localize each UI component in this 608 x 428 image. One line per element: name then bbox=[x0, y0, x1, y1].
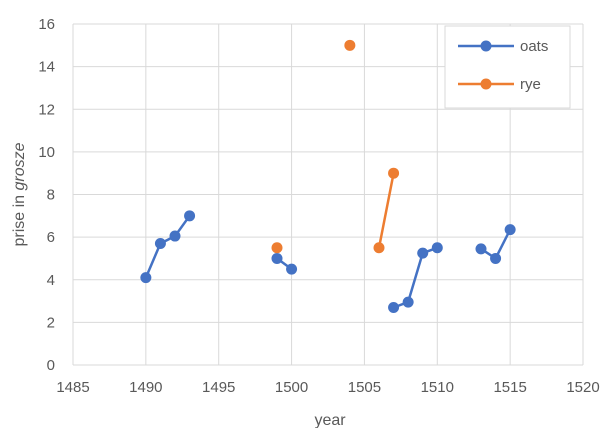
rye-point bbox=[344, 39, 356, 51]
y-axis-title-italic: grosze bbox=[11, 142, 28, 190]
y-tick-label: 6 bbox=[47, 229, 55, 246]
y-tick-label: 10 bbox=[38, 144, 55, 161]
oats-point bbox=[417, 247, 429, 259]
oats-point bbox=[271, 252, 283, 264]
legend-item-oats: oats bbox=[458, 38, 548, 55]
x-tick-label: 1515 bbox=[493, 379, 526, 396]
oats-line-segment bbox=[144, 214, 191, 279]
y-tick-label: 0 bbox=[47, 357, 55, 374]
series-oats bbox=[140, 210, 516, 313]
oats-point bbox=[402, 296, 414, 308]
x-tick-label: 1500 bbox=[275, 379, 308, 396]
rye-line-segment bbox=[377, 171, 395, 250]
legend-box bbox=[444, 25, 571, 109]
oats-point bbox=[286, 263, 298, 275]
rye-point bbox=[271, 242, 283, 254]
oats-point bbox=[388, 301, 400, 313]
series-layer bbox=[140, 39, 516, 313]
axes: 0 2 4 6 8 10 12 14 16 1485 1490 1495 1500 1505 1510 151… bbox=[11, 16, 600, 428]
x-tick-label: 1505 bbox=[348, 379, 381, 396]
oats-point bbox=[475, 243, 487, 255]
oats-point bbox=[140, 272, 152, 284]
y-tick-label: 12 bbox=[38, 101, 55, 118]
legend: oats rye bbox=[444, 25, 571, 109]
y-tick-label: 8 bbox=[47, 187, 55, 204]
y-tick-label: 14 bbox=[38, 59, 55, 76]
y-axis-title: prise in grosze bbox=[11, 142, 28, 246]
series-rye bbox=[271, 39, 400, 254]
x-tick-label: 1490 bbox=[129, 379, 162, 396]
oats-point bbox=[490, 252, 502, 264]
rye-point bbox=[373, 242, 385, 254]
x-tick-label: 1520 bbox=[566, 379, 599, 396]
y-tick-label: 2 bbox=[47, 314, 55, 331]
x-tick-label: 1495 bbox=[202, 379, 235, 396]
legend-marker-rye bbox=[480, 78, 492, 90]
oats-point bbox=[504, 224, 516, 236]
y-tick-label: 4 bbox=[47, 272, 55, 289]
y-tick-label: 16 bbox=[38, 16, 55, 33]
legend-marker-oats bbox=[480, 40, 492, 52]
gridlines bbox=[72, 23, 584, 366]
oats-point bbox=[431, 242, 443, 254]
legend-label-rye: rye bbox=[520, 76, 541, 93]
oats-point bbox=[169, 230, 181, 242]
rye-point bbox=[388, 167, 400, 179]
x-tick-label: 1510 bbox=[421, 379, 454, 396]
legend-item-rye: rye bbox=[458, 76, 541, 93]
x-axis-title: year bbox=[314, 412, 346, 428]
oats-point bbox=[184, 210, 196, 222]
oats-line-segment bbox=[392, 246, 439, 309]
oats-point bbox=[154, 238, 166, 250]
y-axis-title-prefix: prise in bbox=[11, 191, 28, 247]
x-tick-label: 1485 bbox=[56, 379, 89, 396]
legend-label-oats: oats bbox=[520, 38, 548, 55]
